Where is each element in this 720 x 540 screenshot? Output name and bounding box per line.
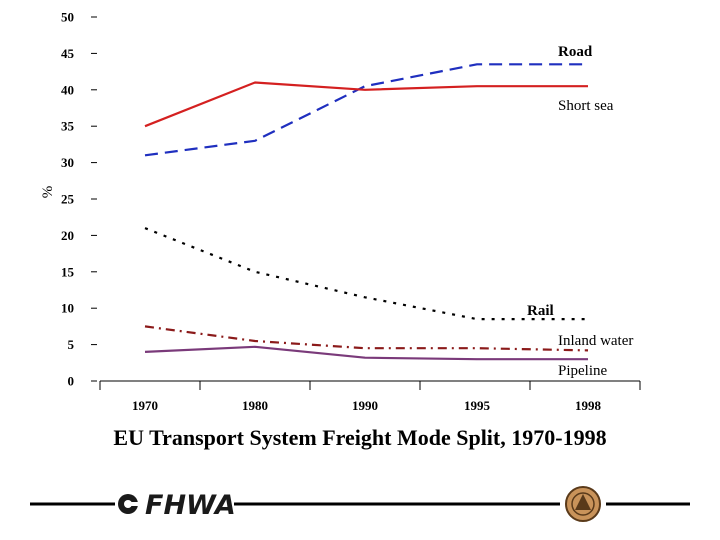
series-line-pipeline — [144, 345, 588, 361]
fhwa-logo-text: FHWA — [145, 490, 236, 521]
y-tick-label: 50 — [61, 10, 74, 25]
freight-mode-chart: 0 5 10 15 20 25 30 35 40 45 50 1970 1980 1990 1995 199… — [40, 10, 641, 413]
y-tick-label: 0 — [68, 374, 75, 389]
series-line-rail — [144, 227, 588, 321]
y-tick-label: 30 — [61, 155, 74, 170]
series-label-inland-water: Inland water — [558, 333, 633, 349]
y-tick-label: 35 — [61, 119, 75, 134]
y-tick-label: 15 — [61, 264, 75, 279]
series-line-short-sea — [144, 81, 588, 128]
y-tick-label: 45 — [61, 46, 75, 61]
x-axis: 1970 1980 1990 1995 1998 — [99, 380, 641, 413]
y-tick-label: 10 — [61, 301, 74, 316]
y-axis: 0 5 10 15 20 25 30 35 40 45 50 — [61, 10, 97, 389]
series-lines — [144, 63, 589, 361]
x-tick-label: 1970 — [132, 398, 158, 413]
x-tick-label: 1998 — [575, 398, 602, 413]
y-tick-label: 25 — [61, 192, 75, 207]
series-line-inland-water — [144, 325, 589, 352]
fhwa-logo-icon — [118, 494, 138, 514]
x-tick-label: 1995 — [464, 398, 491, 413]
series-label-short-sea: Short sea — [558, 98, 614, 114]
x-tick-label: 1990 — [352, 398, 378, 413]
footer: FHWA — [30, 486, 690, 522]
series-line-road — [144, 63, 588, 157]
x-tick-label: 1980 — [242, 398, 268, 413]
y-tick-label: 20 — [61, 228, 74, 243]
dot-seal-icon — [565, 486, 601, 522]
y-tick-label: 40 — [61, 82, 74, 97]
series-label-road: Road — [558, 44, 593, 60]
y-axis-label: % — [40, 186, 56, 199]
series-label-rail: Rail — [527, 303, 554, 319]
y-tick-label: 5 — [68, 337, 75, 352]
chart-title: EU Transport System Freight Mode Split, … — [113, 425, 607, 450]
series-label-pipeline: Pipeline — [558, 363, 608, 379]
